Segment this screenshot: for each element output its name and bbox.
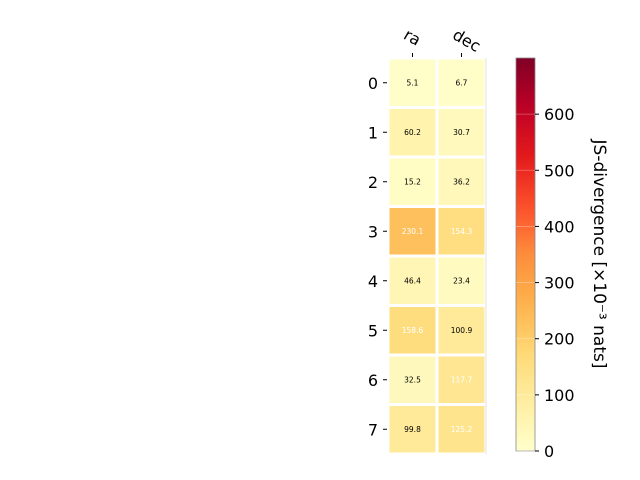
cell-value-label: 32.5 [404, 375, 421, 384]
cell-value-label: 15.2 [404, 177, 421, 186]
colorbar-tick-label: 200 [544, 330, 575, 349]
heatmap-cell-3-dec [438, 208, 485, 255]
cell-value-label: 6.7 [456, 78, 468, 87]
cell-value-label: 60.2 [404, 128, 421, 137]
cell-value-label: 230.1 [402, 227, 424, 236]
heatmap-cell-2-dec [438, 158, 485, 205]
colorbar-tick-label: 300 [544, 274, 575, 293]
heatmap-cell-4-ra [389, 257, 436, 304]
cell-value-label: 154.3 [451, 227, 473, 236]
heatmap: 5.1 6.7 60.2 30.7 15.2 36.2 230.1 154.3 46.4 23.4… [389, 58, 487, 454]
heatmap-cell-7-ra [389, 406, 436, 453]
row-label-0: 0 [368, 74, 378, 93]
heatmap-cell-1-dec [438, 109, 485, 156]
row-label-4: 4 [368, 272, 378, 291]
colorbar-tick-label: 600 [544, 105, 575, 124]
row-labels: 0 1 2 3 4 5 6 7 [368, 74, 387, 439]
heatmap-cell-6-dec [438, 356, 485, 403]
heatmap-cell-6-ra [389, 356, 436, 403]
cell-value-label: 23.4 [453, 276, 470, 285]
colorbar-tick-label: 500 [544, 161, 575, 180]
colorbar-label: JS-divergence [×10⁻³ nats] [589, 139, 609, 369]
cell-value-label: 100.9 [451, 326, 473, 335]
heatmap-cell-1-ra [389, 109, 436, 156]
cell-value-label: 125.2 [451, 425, 473, 434]
colorbar-tick-label: 100 [544, 386, 575, 405]
heatmap-cell-7-dec [438, 406, 485, 453]
heatmap-cell-5-dec [438, 307, 485, 354]
cell-value-label: 36.2 [453, 177, 470, 186]
colorbar-gradient [515, 57, 536, 452]
cell-value-label: 99.8 [404, 425, 421, 434]
heatmap-cell-0-ra [389, 59, 436, 106]
cell-value-label: 158.6 [402, 326, 424, 335]
heatmap-cell-2-ra [389, 158, 436, 205]
row-label-3: 3 [368, 222, 378, 241]
row-label-1: 1 [368, 123, 378, 142]
heatmap-cell-4-dec [438, 257, 485, 304]
row-label-2: 2 [368, 173, 378, 192]
row-label-5: 5 [368, 321, 378, 340]
colorbar: 0 100 200 300 400 500 600 [515, 57, 575, 461]
colorbar-tick-label: 400 [544, 217, 575, 236]
cell-value-label: 46.4 [404, 276, 421, 285]
cell-value-label: 117.7 [451, 375, 473, 384]
heatmap-cell-3-ra [389, 208, 436, 255]
row-label-6: 6 [368, 371, 378, 390]
cell-value-label: 30.7 [453, 128, 470, 137]
cell-value-label: 5.1 [407, 78, 419, 87]
row-label-7: 7 [368, 420, 378, 439]
heatmap-cell-5-ra [389, 307, 436, 354]
colorbar-tick-label: 0 [544, 442, 554, 461]
heatmap-cell-0-dec [438, 59, 485, 106]
